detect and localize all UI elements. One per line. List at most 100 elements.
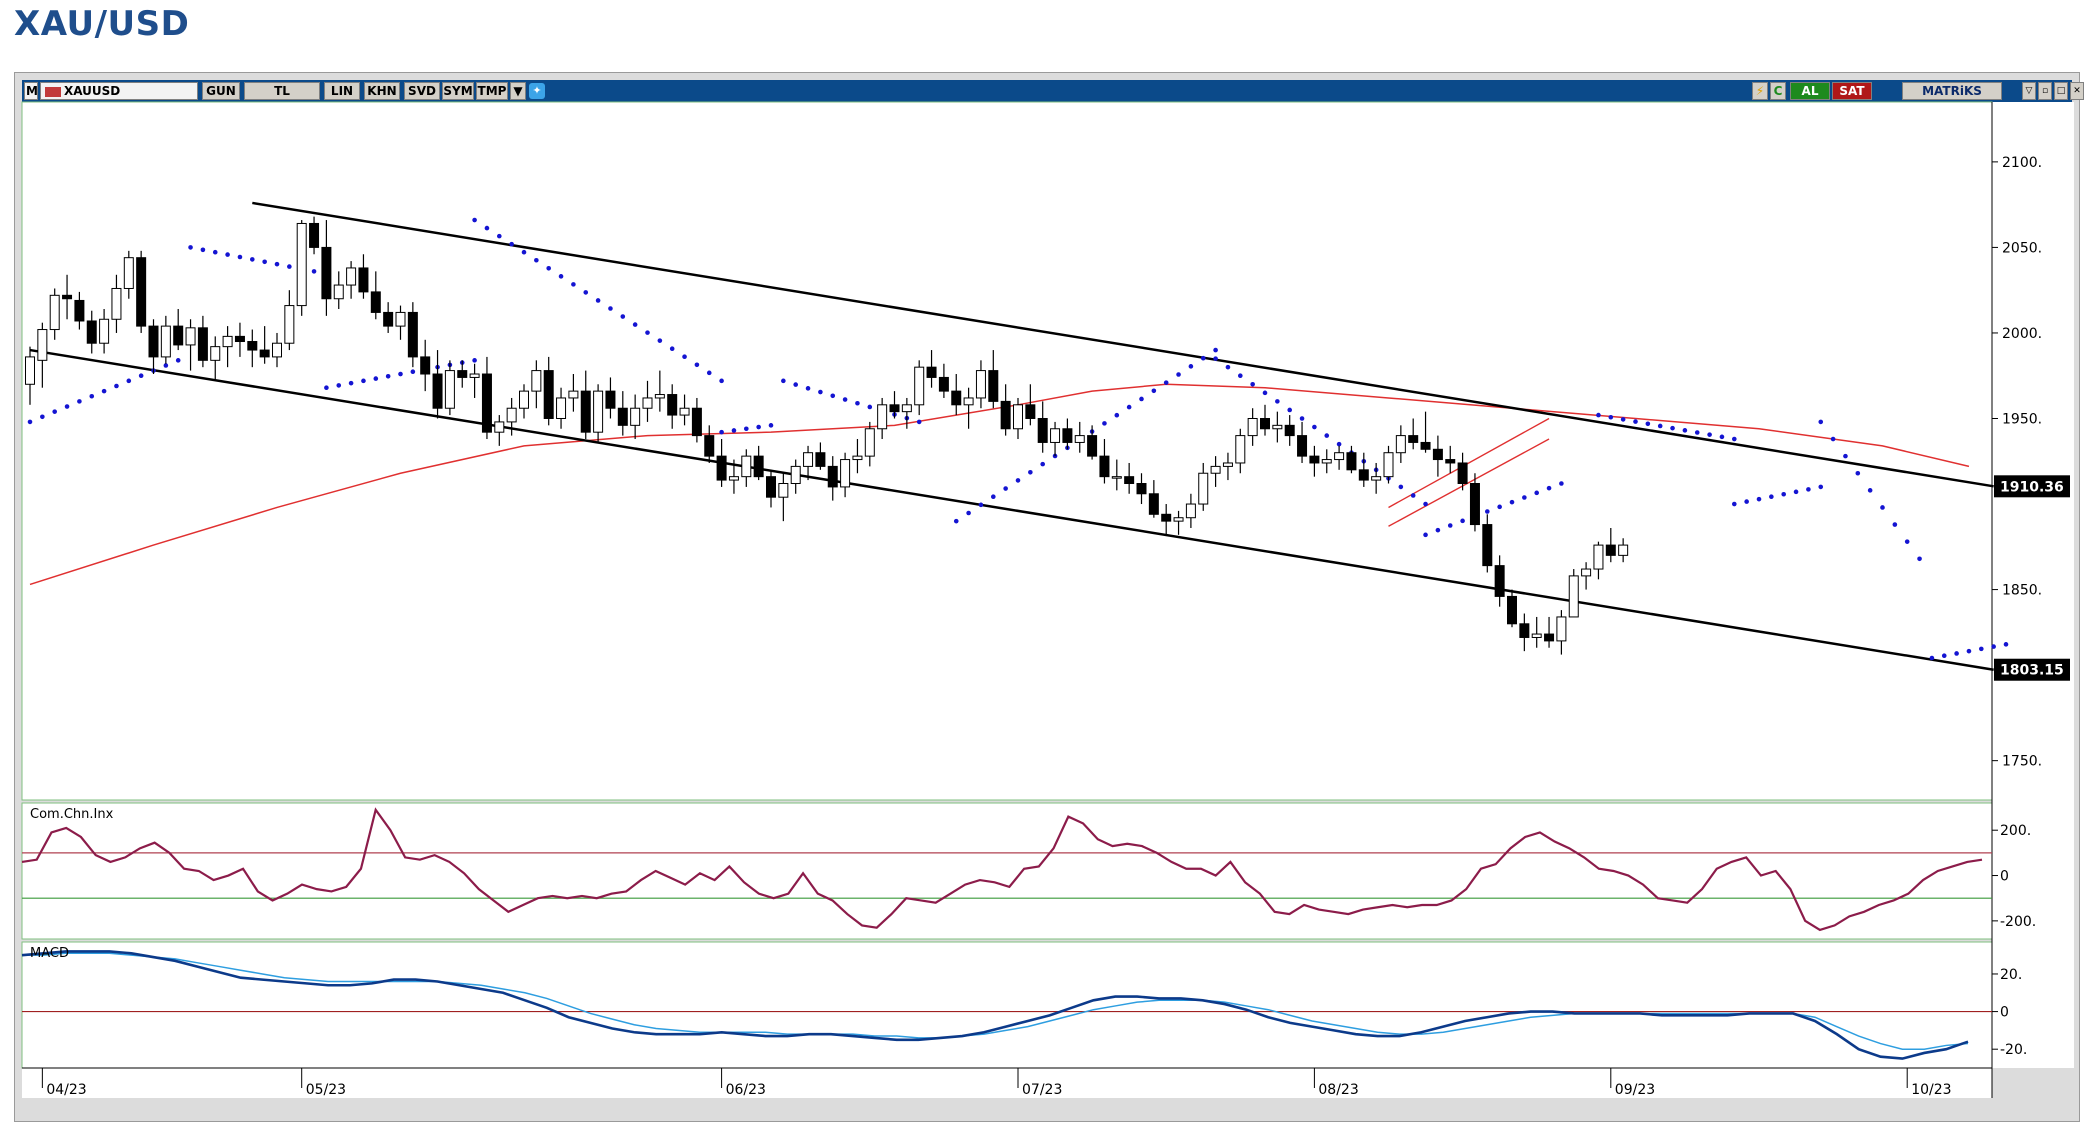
refresh-c-button[interactable]: C xyxy=(1770,82,1786,100)
symbol-label: XAUUSD xyxy=(64,84,121,98)
psar-dot xyxy=(1003,486,1008,491)
candle xyxy=(1581,568,1592,577)
candle xyxy=(222,335,233,348)
dropdown-arrow-icon[interactable]: ▼ xyxy=(510,82,526,100)
psar-dot xyxy=(1855,470,1861,476)
collapse-icon[interactable]: ▽ xyxy=(2022,82,2036,100)
menu-m-button[interactable]: M xyxy=(24,82,38,100)
psar-dot xyxy=(1435,527,1441,533)
psar-dot xyxy=(595,298,601,303)
candle xyxy=(704,435,715,457)
candle xyxy=(432,373,443,409)
candle xyxy=(506,407,517,423)
macd-title: MACD xyxy=(30,946,69,961)
psar-dot xyxy=(1880,505,1885,510)
psar-dot xyxy=(1176,372,1181,377)
candle xyxy=(840,459,851,488)
tmp-button[interactable]: TMP xyxy=(476,82,508,100)
psar-dot xyxy=(1781,491,1786,497)
macd-panel xyxy=(21,941,1993,1069)
sell-sat-button[interactable]: SAT xyxy=(1832,82,1872,100)
close-icon[interactable]: ✕ xyxy=(2070,82,2084,100)
candle xyxy=(1618,544,1629,556)
psar-dot xyxy=(830,393,836,399)
candle xyxy=(1469,483,1480,526)
buy-al-button[interactable]: AL xyxy=(1790,82,1830,100)
candle xyxy=(1420,441,1431,450)
macd-tick-label: 0 xyxy=(2000,1005,2009,1021)
psar-dot xyxy=(1213,347,1218,353)
psar-dot xyxy=(805,386,811,391)
psar-dot xyxy=(534,257,539,263)
psar-dot xyxy=(1151,388,1157,394)
candle xyxy=(914,366,925,406)
candle xyxy=(1124,476,1135,485)
svd-button[interactable]: SVD xyxy=(404,82,440,100)
maximize-icon[interactable]: □ xyxy=(2054,82,2068,100)
psar-dot xyxy=(40,414,45,420)
psar-dot xyxy=(2003,642,2009,647)
candle xyxy=(1173,517,1184,522)
candle xyxy=(803,452,814,467)
psar-dot xyxy=(768,423,774,428)
khn-button[interactable]: KHN xyxy=(364,82,400,100)
candle xyxy=(1260,417,1270,430)
line-button[interactable]: LIN xyxy=(324,82,360,100)
psar-dot xyxy=(27,419,33,425)
twitter-icon[interactable]: ✦ xyxy=(529,83,545,99)
symbol-field[interactable]: XAUUSD xyxy=(40,82,198,100)
candle xyxy=(62,294,73,300)
candle xyxy=(593,390,604,433)
candle xyxy=(728,476,739,481)
psar-dot xyxy=(1262,390,1268,396)
candle xyxy=(1099,455,1110,478)
lightning-icon[interactable]: ⚡ xyxy=(1752,82,1768,100)
psar-dot xyxy=(1744,499,1749,504)
psar-dot xyxy=(546,265,551,271)
price-tick-label: 2100. xyxy=(2002,155,2042,171)
psar-dot xyxy=(89,393,95,399)
candle xyxy=(160,325,171,358)
candle xyxy=(568,390,579,399)
psar-dot xyxy=(1324,433,1330,438)
psar-dot xyxy=(336,383,342,388)
psar-dot xyxy=(1126,404,1132,410)
psar-dot xyxy=(867,404,873,410)
psar-dot xyxy=(608,306,613,311)
sym-button[interactable]: SYM xyxy=(442,82,474,100)
psar-dot xyxy=(1485,509,1490,514)
macd-tick-label: -20. xyxy=(2000,1042,2027,1058)
psar-dot xyxy=(1608,414,1614,420)
psar-dot xyxy=(842,397,848,402)
candle xyxy=(617,407,628,426)
psar-dot xyxy=(1200,355,1206,361)
candle xyxy=(963,397,974,406)
psar-dot xyxy=(1806,487,1811,492)
minimize-icon[interactable]: ▫ xyxy=(2038,82,2052,100)
candle xyxy=(1025,404,1036,419)
channel-value-box xyxy=(1994,658,2070,681)
period-day-button[interactable]: GUN xyxy=(202,82,240,100)
candle xyxy=(74,299,85,322)
candle xyxy=(1087,435,1098,457)
candle xyxy=(1408,435,1419,443)
psar-dot xyxy=(521,249,527,255)
psar-dot xyxy=(1929,655,1935,661)
psar-dot xyxy=(953,518,959,524)
currency-tl-button[interactable]: TL xyxy=(244,82,320,100)
psar-dot xyxy=(1966,648,1972,654)
candle xyxy=(1000,400,1011,430)
y-axis-area xyxy=(1992,102,2074,1068)
candle xyxy=(901,404,912,413)
psar-dot xyxy=(188,245,193,250)
psar-dot xyxy=(1163,380,1169,385)
candle xyxy=(25,356,35,385)
candle xyxy=(123,257,134,289)
candle xyxy=(358,267,369,293)
candle xyxy=(938,376,949,392)
candle xyxy=(926,366,937,378)
candle xyxy=(309,222,320,248)
psar-dot xyxy=(1979,646,1984,652)
price-tick-label: 2000. xyxy=(2002,326,2042,342)
psar-dot xyxy=(1892,522,1898,527)
